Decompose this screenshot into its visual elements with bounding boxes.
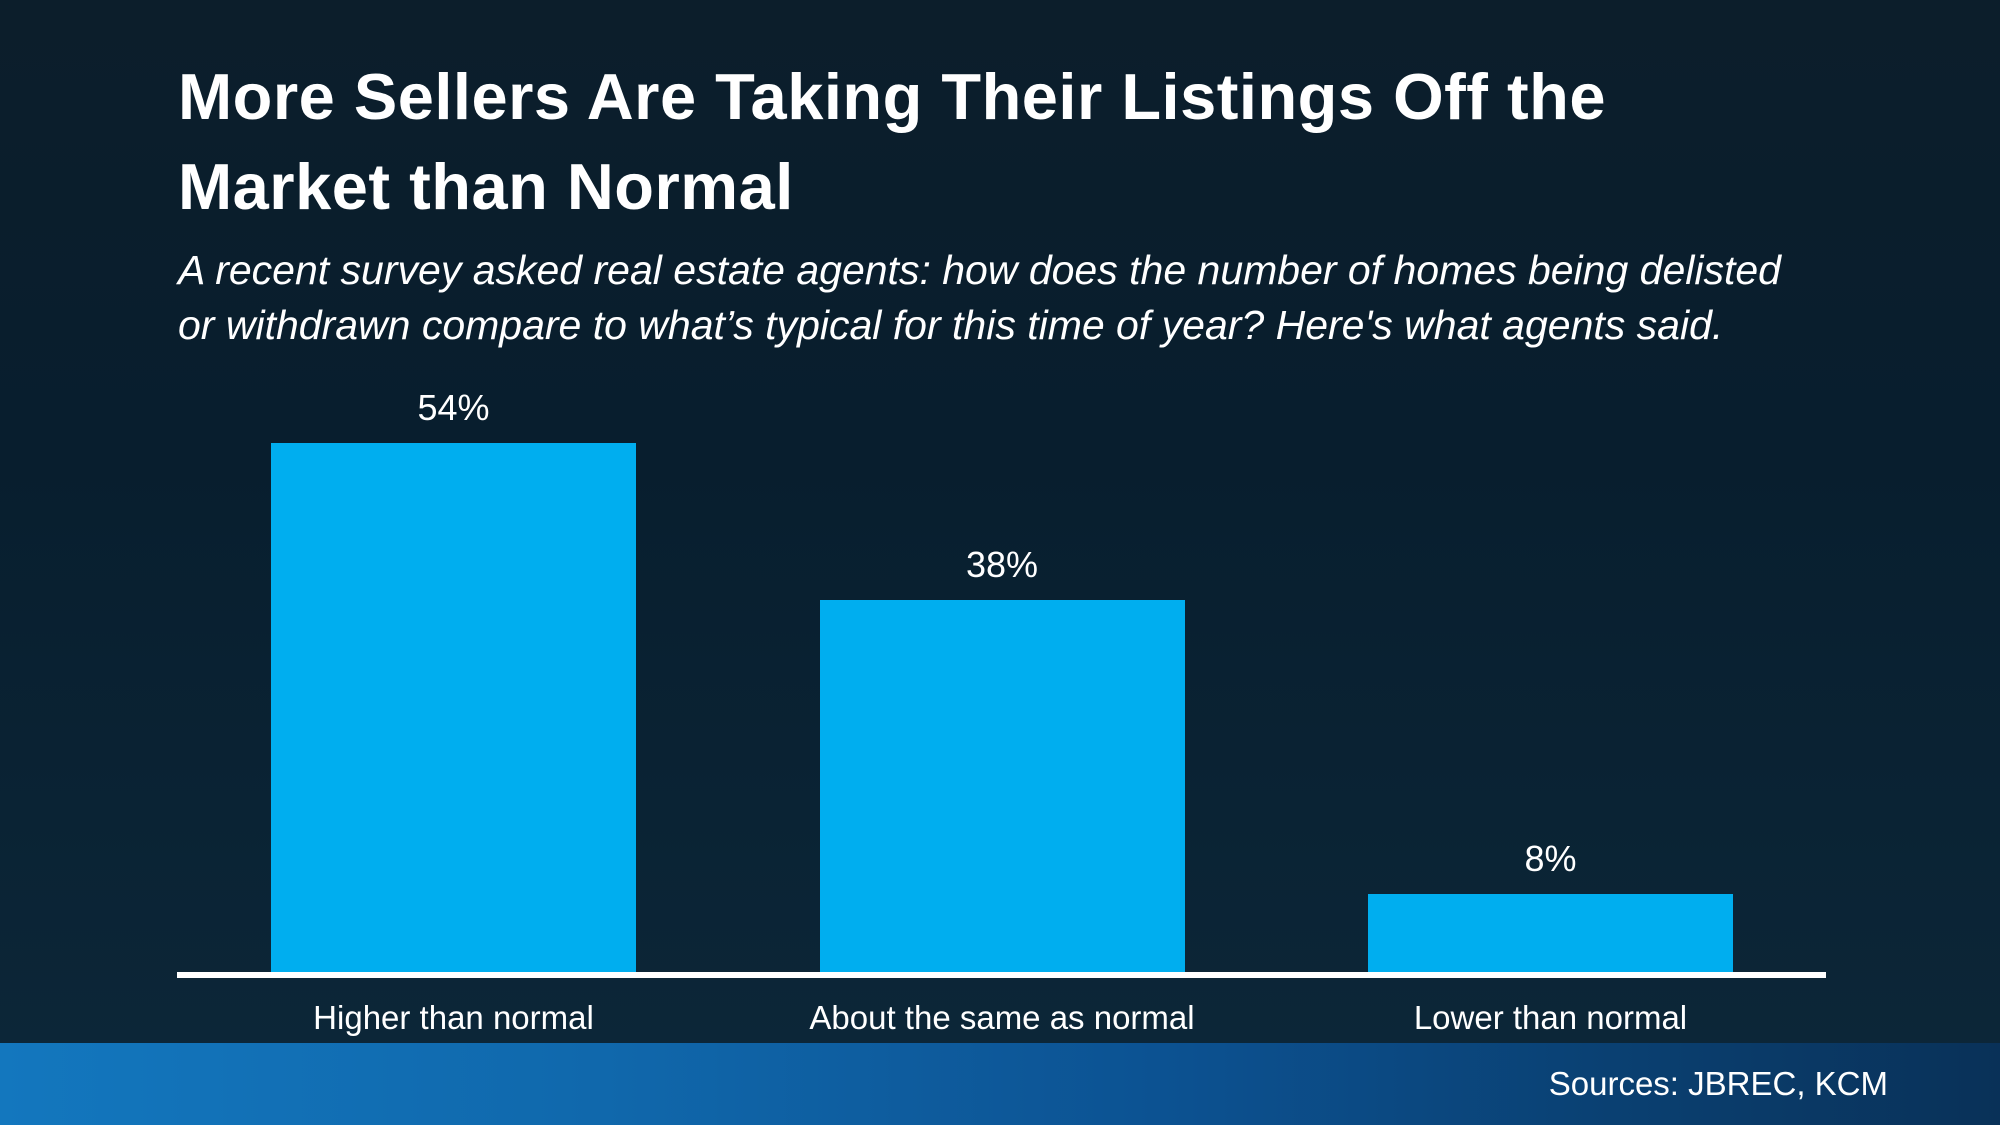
page-title-line-2: Market than Normal [178,150,794,223]
page-subtitle-line-1: A recent survey asked real estate agents… [178,247,1781,293]
bar [1368,894,1733,972]
page-title-line-1: More Sellers Are Taking Their Listings O… [178,60,1606,133]
x-axis-line [177,972,1826,978]
page-title: More Sellers Are Taking Their Listings O… [178,52,1738,232]
bar [271,443,636,972]
page-subtitle: A recent survey asked real estate agents… [178,243,1838,353]
bar-chart: 54% 38% 8% [177,360,1826,972]
category-label: About the same as normal [809,999,1195,1036]
x-axis-labels: Higher than normal About the same as norm… [177,996,1826,1040]
footer-band: Sources: JBREC, KCM [0,1043,2000,1125]
bar-group: 8% [1368,838,1733,972]
bar-value-label: 38% [965,544,1039,585]
page-subtitle-line-2: or withdrawn compare to what’s typical f… [178,302,1724,348]
category-label: Higher than normal [313,999,594,1036]
sources-text: Sources: JBREC, KCM [1548,1065,1888,1102]
bar-group: 38% [819,544,1185,972]
bar-group: 54% [271,387,636,972]
bar-value-label: 54% [417,387,490,428]
category-label: Lower than normal [1413,999,1688,1036]
bar [819,600,1185,972]
bar-value-label: 8% [1524,838,1577,879]
